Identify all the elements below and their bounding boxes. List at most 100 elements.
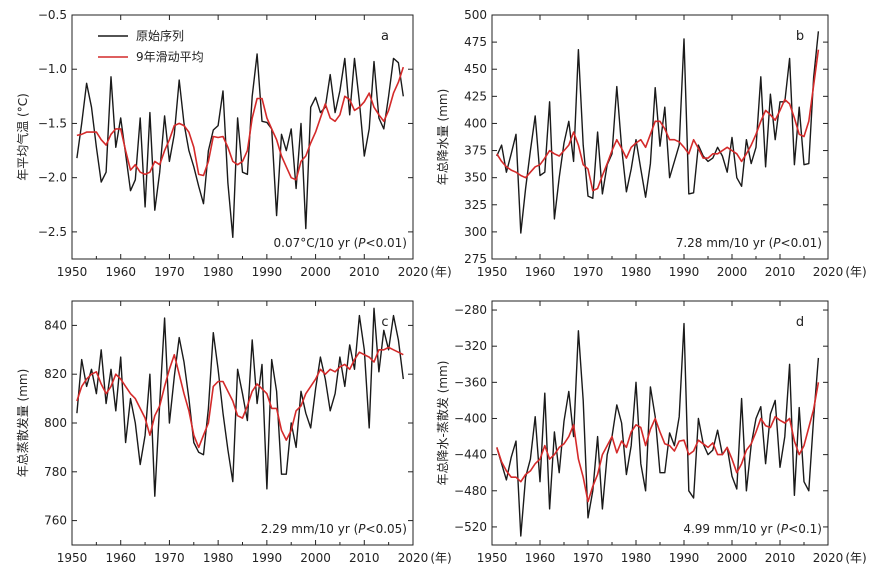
x-unit-label: (年): [845, 551, 866, 565]
trend-annotation-sig: <0.05): [366, 522, 407, 536]
x-tick-label: 1970: [573, 551, 604, 565]
y-tick-label: −1.0: [38, 62, 67, 76]
y-tick-label: −2.0: [38, 171, 67, 185]
x-tick-label: 1950: [57, 265, 88, 279]
legend-moving-average-label: 9年滑动平均: [136, 50, 204, 64]
panel-letter: c: [381, 315, 388, 330]
trend-annotation-p: P: [358, 236, 366, 250]
y-tick-label: −400: [454, 411, 487, 425]
y-tick-label: 400: [464, 116, 487, 130]
y-tick-label: −360: [454, 375, 487, 389]
x-tick-label: 1950: [57, 551, 88, 565]
trend-annotation-p: P: [781, 522, 789, 536]
x-tick-label: 1950: [477, 265, 508, 279]
x-tick-label: 2020: [813, 265, 844, 279]
trend-annotation: 7.28 mm/10 yr (P<0.01): [676, 236, 822, 250]
x-tick-label: 1990: [669, 265, 700, 279]
moving-average-line: [496, 49, 820, 192]
trend-annotation-sig: <0.01): [781, 236, 822, 250]
moving-average-line: [76, 346, 404, 449]
y-tick-label: 820: [44, 367, 67, 381]
panel-c: 1950 1960 1970 1980 1990 2000 2010 2020 (年) 760 78…: [15, 300, 452, 565]
y-tick-label: −280: [454, 303, 487, 317]
x-tick-label: 1970: [573, 265, 604, 279]
y-tick-label: 325: [464, 198, 487, 212]
moving-average-line: [76, 66, 405, 181]
y-tick-label: 800: [44, 416, 67, 430]
y-tick-label: 840: [44, 318, 67, 332]
x-tick-label: 1960: [525, 551, 556, 565]
panel-letter: b: [796, 29, 804, 44]
x-tick-label: 1980: [203, 551, 234, 565]
x-tick-label: 2020: [398, 265, 429, 279]
trend-annotation-sig: <0.1): [788, 522, 822, 536]
y-tick-label: −320: [454, 339, 487, 353]
x-tick-label: 1970: [154, 265, 185, 279]
x-tick-label: 2000: [300, 551, 331, 565]
trend-annotation-text: 2.29 mm/10 yr (: [261, 522, 359, 536]
y-tick-label: −440: [454, 448, 487, 462]
x-tick-label: 1960: [525, 265, 556, 279]
y-tick-label: 275: [464, 252, 487, 266]
trend-annotation-text: 0.07°C/10 yr (: [274, 236, 359, 250]
panel-a: 1950 1960 1970 1980 1990 2000 2010 2020 (年) −2.5 −…: [15, 8, 452, 279]
panel-b: 1950 1960 1970 1980 1990 2000 2010 2020 (年) 275 30…: [436, 8, 867, 279]
y-tick-label: −1.5: [38, 116, 67, 130]
x-tick-label: 2010: [765, 551, 796, 565]
y-axis-label: 年平均气温 (°C): [15, 93, 30, 181]
y-tick-label: 780: [44, 465, 67, 479]
y-tick-label: 300: [464, 225, 487, 239]
x-tick-label: 1980: [203, 265, 234, 279]
x-tick-label: 1950: [477, 551, 508, 565]
trend-annotation-p: P: [773, 236, 781, 250]
x-tick-label: 1960: [105, 551, 136, 565]
x-unit-label: (年): [430, 265, 451, 279]
trend-annotation: 4.99 mm/10 yr (P<0.1): [683, 522, 822, 536]
trend-annotation: 0.07°C/10 yr (P<0.01): [274, 236, 407, 250]
y-tick-label: 425: [464, 89, 487, 103]
trend-annotation-sig: <0.01): [366, 236, 407, 250]
x-tick-label: 1990: [669, 551, 700, 565]
plot-frame: [491, 14, 829, 260]
panel-d: 1950 1960 1970 1980 1990 2000 2010 2020 (年) −520 −…: [435, 300, 867, 565]
moving-average-line: [496, 382, 820, 503]
x-tick-label: 1990: [252, 551, 283, 565]
trend-annotation: 2.29 mm/10 yr (P<0.05): [261, 522, 407, 536]
y-tick-label: 375: [464, 144, 487, 158]
original-series-line: [496, 31, 820, 234]
y-tick-label: −0.5: [38, 8, 67, 22]
x-tick-label: 1970: [154, 551, 185, 565]
y-tick-label: 760: [44, 514, 67, 528]
panel-letter: d: [796, 315, 804, 330]
x-tick-label: 1980: [621, 265, 652, 279]
original-series-line: [496, 322, 820, 537]
y-tick-label: −2.5: [38, 225, 67, 239]
plot-frame: [491, 300, 829, 546]
x-tick-label: 2020: [813, 551, 844, 565]
trend-annotation-text: 7.28 mm/10 yr (: [676, 236, 774, 250]
trend-annotation-p: P: [358, 522, 366, 536]
y-axis-label: 年总蒸散发量 (mm): [15, 369, 30, 478]
y-tick-label: 500: [464, 8, 487, 22]
x-unit-label: (年): [430, 551, 451, 565]
panel-letter: a: [381, 29, 389, 44]
x-tick-label: 2000: [300, 265, 331, 279]
x-tick-label: 1960: [105, 265, 136, 279]
legend: 原始序列 9年滑动平均: [98, 28, 204, 64]
x-tick-label: 2000: [717, 265, 748, 279]
original-series-line: [76, 307, 404, 497]
x-tick-label: 2000: [717, 551, 748, 565]
trend-annotation-text: 4.99 mm/10 yr (: [683, 522, 781, 536]
y-tick-label: 450: [464, 62, 487, 76]
y-tick-label: 350: [464, 171, 487, 185]
x-tick-label: 1990: [252, 265, 283, 279]
x-tick-label: 2010: [765, 265, 796, 279]
y-tick-label: −480: [454, 484, 487, 498]
legend-original-label: 原始序列: [136, 28, 184, 43]
y-axis-label: 年总降水量 (mm): [436, 89, 450, 186]
x-tick-label: 2020: [398, 551, 429, 565]
y-tick-label: −520: [454, 520, 487, 534]
y-axis-label: 年总降水-蒸散发 (mm): [435, 361, 450, 486]
x-unit-label: (年): [845, 265, 866, 279]
